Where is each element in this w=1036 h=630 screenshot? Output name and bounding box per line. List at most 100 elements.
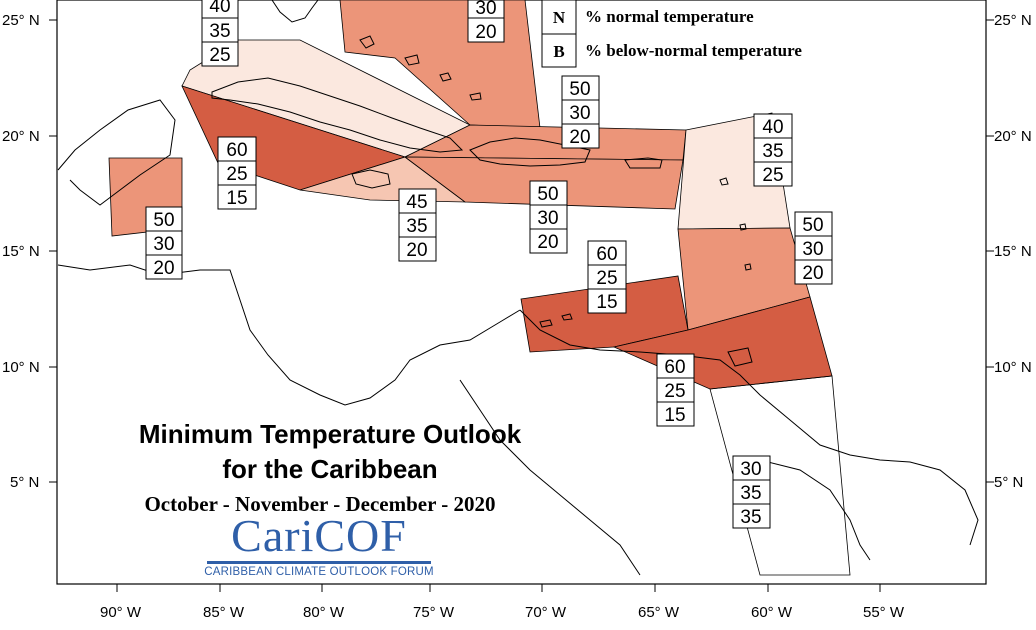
prob-value: 40 [762,117,783,138]
coastline-florida [271,0,319,23]
logo-tagline: CARIBBEAN CLIMATE OUTLOOK FORUM [204,566,434,578]
prob-value: 30 [475,0,496,19]
prob-box-leeward-south: 50 30 20 [794,211,833,285]
lat-tick-label: 5° N [994,474,1023,491]
prob-box-belize: 50 30 20 [145,206,183,280]
island-bahamas-1 [359,35,375,49]
prob-box-turks-caicos: 50 30 20 [561,75,600,149]
island-bahamas-2 [404,54,420,66]
lat-tick-label: 10° N [994,359,1032,376]
map-subtitle: October - November - December - 2020 [144,492,496,516]
prob-value: 30 [802,239,823,260]
prob-value: 60 [664,357,685,378]
prob-value: 25 [762,165,783,186]
prob-value: 60 [596,244,617,265]
prob-value: 35 [406,216,427,237]
map-title-line2: for the Caribbean [222,454,438,484]
coastline-guiana-interior [759,459,871,561]
prob-value: 15 [664,405,685,426]
probability-boxes: 30 20 40 35 25 50 30 20 60 25 15 [145,0,833,529]
prob-value: 25 [664,381,685,402]
lon-tick-label: 85° W [203,604,245,621]
prob-box-florida-straits: 40 35 25 [201,0,239,67]
prob-value: 45 [406,192,427,213]
legend-code-below: B [553,42,564,61]
island-leeward-2 [739,223,747,231]
legend: N % normal temperature B % below-normal … [541,0,802,68]
prob-value: 35 [740,507,761,528]
latitude-labels-right: 25° N 20° N 15° N 10° N 5° N [994,12,1032,491]
coastline-jamaica [351,169,391,189]
prob-value: 20 [153,258,174,279]
island-leeward-3 [744,263,752,271]
island-leeward-1 [719,177,729,186]
lat-tick-label: 10° N [2,359,40,376]
lon-tick-label: 55° W [863,604,905,621]
prob-value: 30 [153,234,174,255]
lon-tick-label: 70° W [525,604,567,621]
lat-tick-label: 25° N [994,12,1032,29]
prob-value: 20 [406,240,427,261]
map-title-line1: Minimum Temperature Outlook [138,419,522,449]
coastline-inland-border [459,379,641,576]
longitude-labels: 90° W 85° W 80° W 75° W 70° W 65° W 60° … [100,604,905,621]
coastline-yucatan [57,99,176,206]
logo-rule [207,561,431,564]
lon-tick-label: 90° W [100,604,142,621]
prob-value: 15 [226,188,247,209]
prob-value: 50 [569,79,590,100]
prob-value: 50 [153,210,174,231]
lat-tick-label: 25° N [2,12,40,29]
prob-value: 50 [802,215,823,236]
prob-value: 20 [569,127,590,148]
lon-tick-label: 80° W [303,604,345,621]
coastline-hispaniola [469,137,591,167]
caricof-logo: CariCOF CARIBBEAN CLIMATE OUTLOOK FORUM [203,513,435,579]
island-abc-2 [561,313,573,321]
prob-value: 35 [740,483,761,504]
prob-value: 25 [596,268,617,289]
lat-tick-label: 20° N [2,128,40,145]
prob-value: 25 [226,164,247,185]
prob-value: 35 [762,141,783,162]
prob-box-guianas: 30 35 35 [732,455,771,529]
prob-value: 20 [537,232,558,253]
prob-box-cayman: 60 25 15 [217,136,257,210]
latitude-labels-left: 25° N 20° N 15° N 10° N 5° N [2,12,40,491]
logo-text: CariCOF [231,510,407,561]
lat-tick-label: 15° N [2,243,40,260]
axis-ticks [49,19,994,592]
prob-value: 15 [596,292,617,313]
coastline-cuba [211,77,464,153]
prob-value: 20 [475,22,496,43]
prob-value: 30 [569,103,590,124]
prob-value: 25 [209,45,230,66]
prob-value: 30 [740,459,761,480]
logo-wordmark: CariCOF [203,513,435,559]
prob-box-windward-trinidad: 60 25 15 [656,353,695,427]
prob-box-hispaniola: 50 30 20 [529,180,568,254]
coastline-trinidad [727,347,753,367]
prob-value: 40 [209,0,230,17]
prob-box-leeward-north: 40 35 25 [753,113,793,187]
small-islands [359,35,752,328]
island-abc-1 [539,319,553,328]
island-bahamas-3 [439,72,452,82]
legend-key-below [541,33,577,68]
prob-value: 50 [537,184,558,205]
legend-label-below: % below-normal temperature [585,41,802,60]
legend-label-normal: % normal temperature [585,7,754,26]
lat-tick-label: 20° N [994,128,1032,145]
island-bahamas-4 [469,92,482,101]
lon-tick-label: 75° W [413,604,455,621]
prob-box-jamaica: 45 35 20 [398,188,437,262]
prob-value: 20 [802,263,823,284]
lat-tick-label: 15° N [994,243,1032,260]
prob-value: 35 [209,21,230,42]
lon-tick-label: 65° W [638,604,680,621]
coastline-venezuela [519,309,979,546]
lon-tick-label: 60° W [751,604,793,621]
legend-code-normal: N [553,8,566,27]
lat-tick-label: 5° N [10,474,39,491]
